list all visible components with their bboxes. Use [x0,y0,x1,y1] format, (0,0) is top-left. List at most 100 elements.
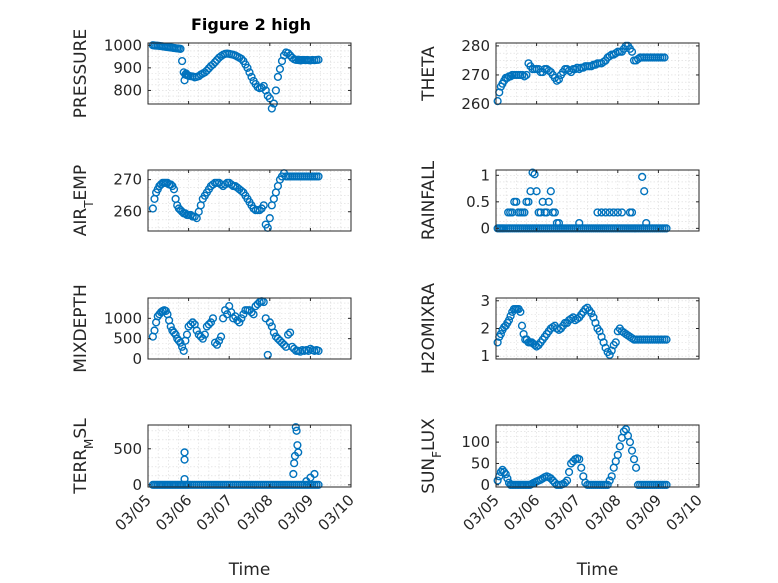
data-point [273,72,283,81]
x-tick-label: 03/05 [112,491,155,534]
data-point [544,66,553,75]
data-point [178,56,187,66]
data-point [640,187,649,196]
data-point [508,208,517,217]
data-point [294,448,303,457]
data-point [286,328,295,337]
data-point [536,208,545,217]
data-point [538,197,547,206]
data-point [617,208,626,217]
data-point [194,330,203,339]
data-point [627,446,637,455]
data-point [615,442,624,451]
data-point [573,314,582,323]
data-point [631,463,641,472]
subplot-theta: 260 270 280 THETA [419,37,700,113]
data-point [599,57,608,66]
data-point [577,463,586,472]
data-point [275,336,285,345]
data-point [314,55,323,64]
y-tick-label: 270 [113,171,142,189]
data-point [237,186,246,195]
data-point [208,314,218,323]
data-point [273,334,283,343]
data-point [186,210,195,220]
data-point [212,340,222,349]
data-point [204,320,214,329]
data-point [176,44,185,53]
data-point [627,208,637,217]
data-point [214,336,224,345]
data-point [601,208,610,217]
data-point [532,342,541,351]
subplot-h2omixra: 1 2 3 H2OMIXRA [419,283,700,374]
data-point [192,326,201,335]
data-point [221,180,230,189]
data-point [251,302,260,311]
data-point [166,322,175,331]
data-point [542,208,551,217]
data-point [239,310,248,319]
y-tick-label: 1 [480,347,490,365]
data-point [493,476,502,485]
y-tick-label: 270 [461,66,490,84]
data-point [200,330,209,339]
y-tick-label: 1 [480,166,490,184]
data-point [567,314,576,323]
data-point [182,330,192,339]
y-tick-label: 50 [471,454,490,472]
data-point [503,474,512,483]
data-point [243,63,252,72]
y-axis-label: PRESSURE [71,29,91,118]
data-point [552,76,562,85]
data-point [518,70,527,80]
data-point [237,54,246,63]
data-point [169,328,179,337]
subplot-mixdepth: 0 500 1000 MIXDEPTH [71,284,352,373]
x-axis-label: Time [228,560,271,580]
data-point [269,328,278,337]
data-point [289,469,298,479]
data-point [180,455,189,464]
x-tick-label: 03/09 [274,491,317,534]
data-point [530,170,539,179]
data-point [150,326,159,335]
y-tick-label: 0 [132,476,142,494]
data-point [603,480,612,489]
data-point [512,197,521,206]
data-point [171,194,180,203]
data-point [516,307,525,316]
axes-box [147,42,352,105]
data-point [288,342,297,351]
data-point [522,70,531,80]
data-point [619,427,628,436]
y-axis-label: SUNFLUX [419,418,444,494]
data-point [190,212,199,221]
data-point [573,63,582,72]
data-point [560,478,570,487]
data-point [196,332,205,341]
data-point [279,340,289,349]
data-point [611,338,620,347]
data-point [629,455,639,464]
data-point [219,314,228,323]
data-point [291,423,300,432]
data-point [562,476,572,485]
data-point [200,68,209,77]
data-point [567,459,576,468]
axes-box [147,169,352,232]
data-point [259,81,268,91]
data-point [642,218,651,228]
data-point [267,104,276,113]
y-tick-label: 100 [461,433,490,451]
data-point [265,318,274,327]
data-point [554,75,564,84]
data-point [277,338,287,347]
data-point [259,297,268,307]
data-point [493,338,502,347]
data-point [283,49,293,58]
data-point [210,338,220,347]
data-point [564,467,574,477]
